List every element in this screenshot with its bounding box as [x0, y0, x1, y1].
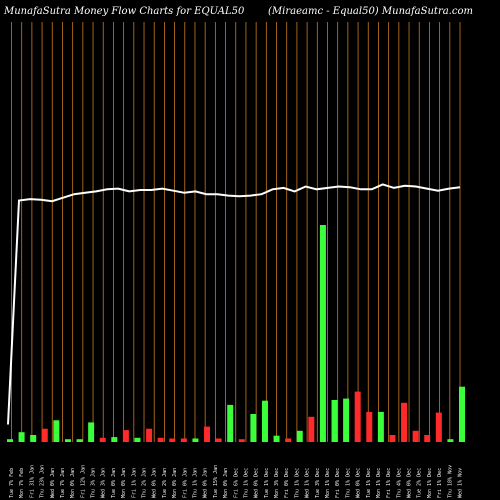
x-tick-label: Mon 7% Feb [19, 468, 25, 498]
x-tick-label: Thu 4% Dec [396, 468, 402, 498]
x-tick-label: Wed 0% Dec [356, 468, 362, 498]
x-tick-label: Thu 1% Dec [243, 468, 249, 498]
x-tick-label: Tue 7% Jan [60, 468, 66, 498]
volume-bar [157, 437, 164, 442]
volume-bar [180, 438, 187, 442]
x-tick-label: Thu 2% Jan [142, 468, 148, 498]
volume-bar [447, 439, 454, 442]
x-tick-label: Wed 3% Jan [101, 468, 107, 498]
volume-bar [285, 438, 292, 442]
volume-bar [76, 439, 83, 442]
x-tick-label: Tue 2% Dec [417, 468, 423, 498]
x-tick-label: Fri 0% Dec [335, 468, 341, 498]
volume-bar [7, 439, 13, 442]
x-tick-label: Fri 6% Dec [233, 468, 239, 498]
x-tick-label: Thu 1% Dec [294, 468, 300, 498]
x-tick-label: Tue 3% Dec [315, 468, 321, 498]
x-tick-label: Fri 1% Jan [131, 468, 137, 498]
volume-bar [99, 437, 106, 442]
volume-bar [459, 386, 465, 442]
x-tick-label: Thu 1% Jan [192, 468, 198, 498]
volume-bar [273, 435, 280, 442]
volume-bar [53, 420, 60, 442]
volume-bar [204, 426, 211, 442]
x-tick-label: Mon 0% Jan [121, 468, 127, 498]
x-tick-label: Mon 0% Jan [70, 468, 76, 498]
x-tick-label: Wed 0% Jan [203, 468, 209, 498]
volume-bar [435, 412, 442, 442]
volume-bar [354, 391, 361, 442]
volume-bar [111, 437, 118, 442]
x-tick-label: Wed 0% Dec [407, 468, 413, 498]
volume-bar [41, 428, 48, 442]
volume-bar [64, 439, 71, 442]
x-tick-label: Wed 0% Jan [152, 468, 158, 498]
volume-bar [146, 428, 153, 442]
x-tick-label: Fri 12% Jan [80, 465, 86, 498]
x-tick-label: Wed 0% Jan [50, 468, 56, 498]
volume-bar [366, 411, 373, 442]
volume-bar [308, 416, 315, 442]
volume-bar [215, 438, 222, 442]
x-tick-label: Mon 1% Dec [376, 468, 382, 498]
volume-bar [401, 402, 408, 442]
x-tick-label: Mon 3% Dec [274, 468, 280, 498]
x-tick-label: Fri 1% Dec [437, 468, 443, 498]
volume-bar [424, 435, 431, 442]
volume-bar [389, 435, 396, 442]
price-line [7, 183, 461, 425]
volume-bar [412, 430, 419, 442]
x-tick-label: Mon 0% Jan [223, 468, 229, 498]
volume-bar [88, 422, 95, 442]
volume-bar [343, 398, 350, 442]
x-tick-label: Fri 1% Dec [386, 468, 392, 498]
x-tick-label: Wed 0% Dec [254, 468, 260, 498]
x-tick-label: Tue 1% Dec [366, 468, 372, 498]
x-tick-label: Tue 7% Feb [9, 468, 15, 498]
volume-bar [192, 438, 199, 442]
volume-bar [30, 435, 37, 442]
price-line-group [7, 183, 461, 425]
x-tick-label: Wed 1% Nov [458, 468, 464, 498]
grid-lines [11, 22, 461, 442]
x-tick-label: Thu 3% Jan [91, 468, 97, 498]
volume-bar [377, 411, 384, 442]
volume-bar [319, 225, 326, 442]
volume-bar [134, 437, 141, 442]
x-tick-label: Fri 0% Dec [284, 468, 290, 498]
volume-bar [331, 400, 338, 442]
volume-bar [296, 430, 303, 442]
x-tick-label: Tue 2% Jan [162, 468, 168, 498]
x-tick-label: Mon 1% Dec [325, 468, 331, 498]
x-tick-label: Tue 15% Jan [213, 465, 219, 498]
x-tick-label: Fri 31% Jan [29, 465, 35, 498]
x-tick-label: Wed 1% Dec [305, 468, 311, 498]
volume-bar [18, 432, 25, 442]
volume-bar [261, 400, 268, 442]
chart-title-right: (Miraeamc - Equal50) MunafaSutra.com [268, 6, 473, 17]
x-tick-labels: Tue 7% Feb Mon 7% Feb Fri 31% Jan Thu 23% J… [9, 465, 464, 498]
x-tick-label: Tue 0% Jan [111, 468, 117, 498]
x-tick-label: Mon 1% Dec [427, 468, 433, 498]
volume-bars [7, 225, 465, 442]
x-tick-label: Tue 1% Dec [264, 468, 270, 498]
x-tick-label: Fri 0% Jan [182, 468, 188, 498]
x-tick-label: Thu 23% Jan [40, 465, 46, 498]
chart-title-left: MunafaSutra Money Flow Charts for EQUAL5… [3, 6, 245, 17]
x-tick-label: Mon 0% Jan [172, 468, 178, 498]
x-tick-label: Thu 1% Dec [345, 468, 351, 498]
volume-bar [250, 414, 257, 442]
volume-bar [238, 439, 245, 442]
volume-bar [227, 404, 234, 442]
volume-bar [169, 438, 176, 442]
x-tick-label: Thu 18% Nov [447, 465, 453, 498]
volume-bar [122, 430, 129, 442]
